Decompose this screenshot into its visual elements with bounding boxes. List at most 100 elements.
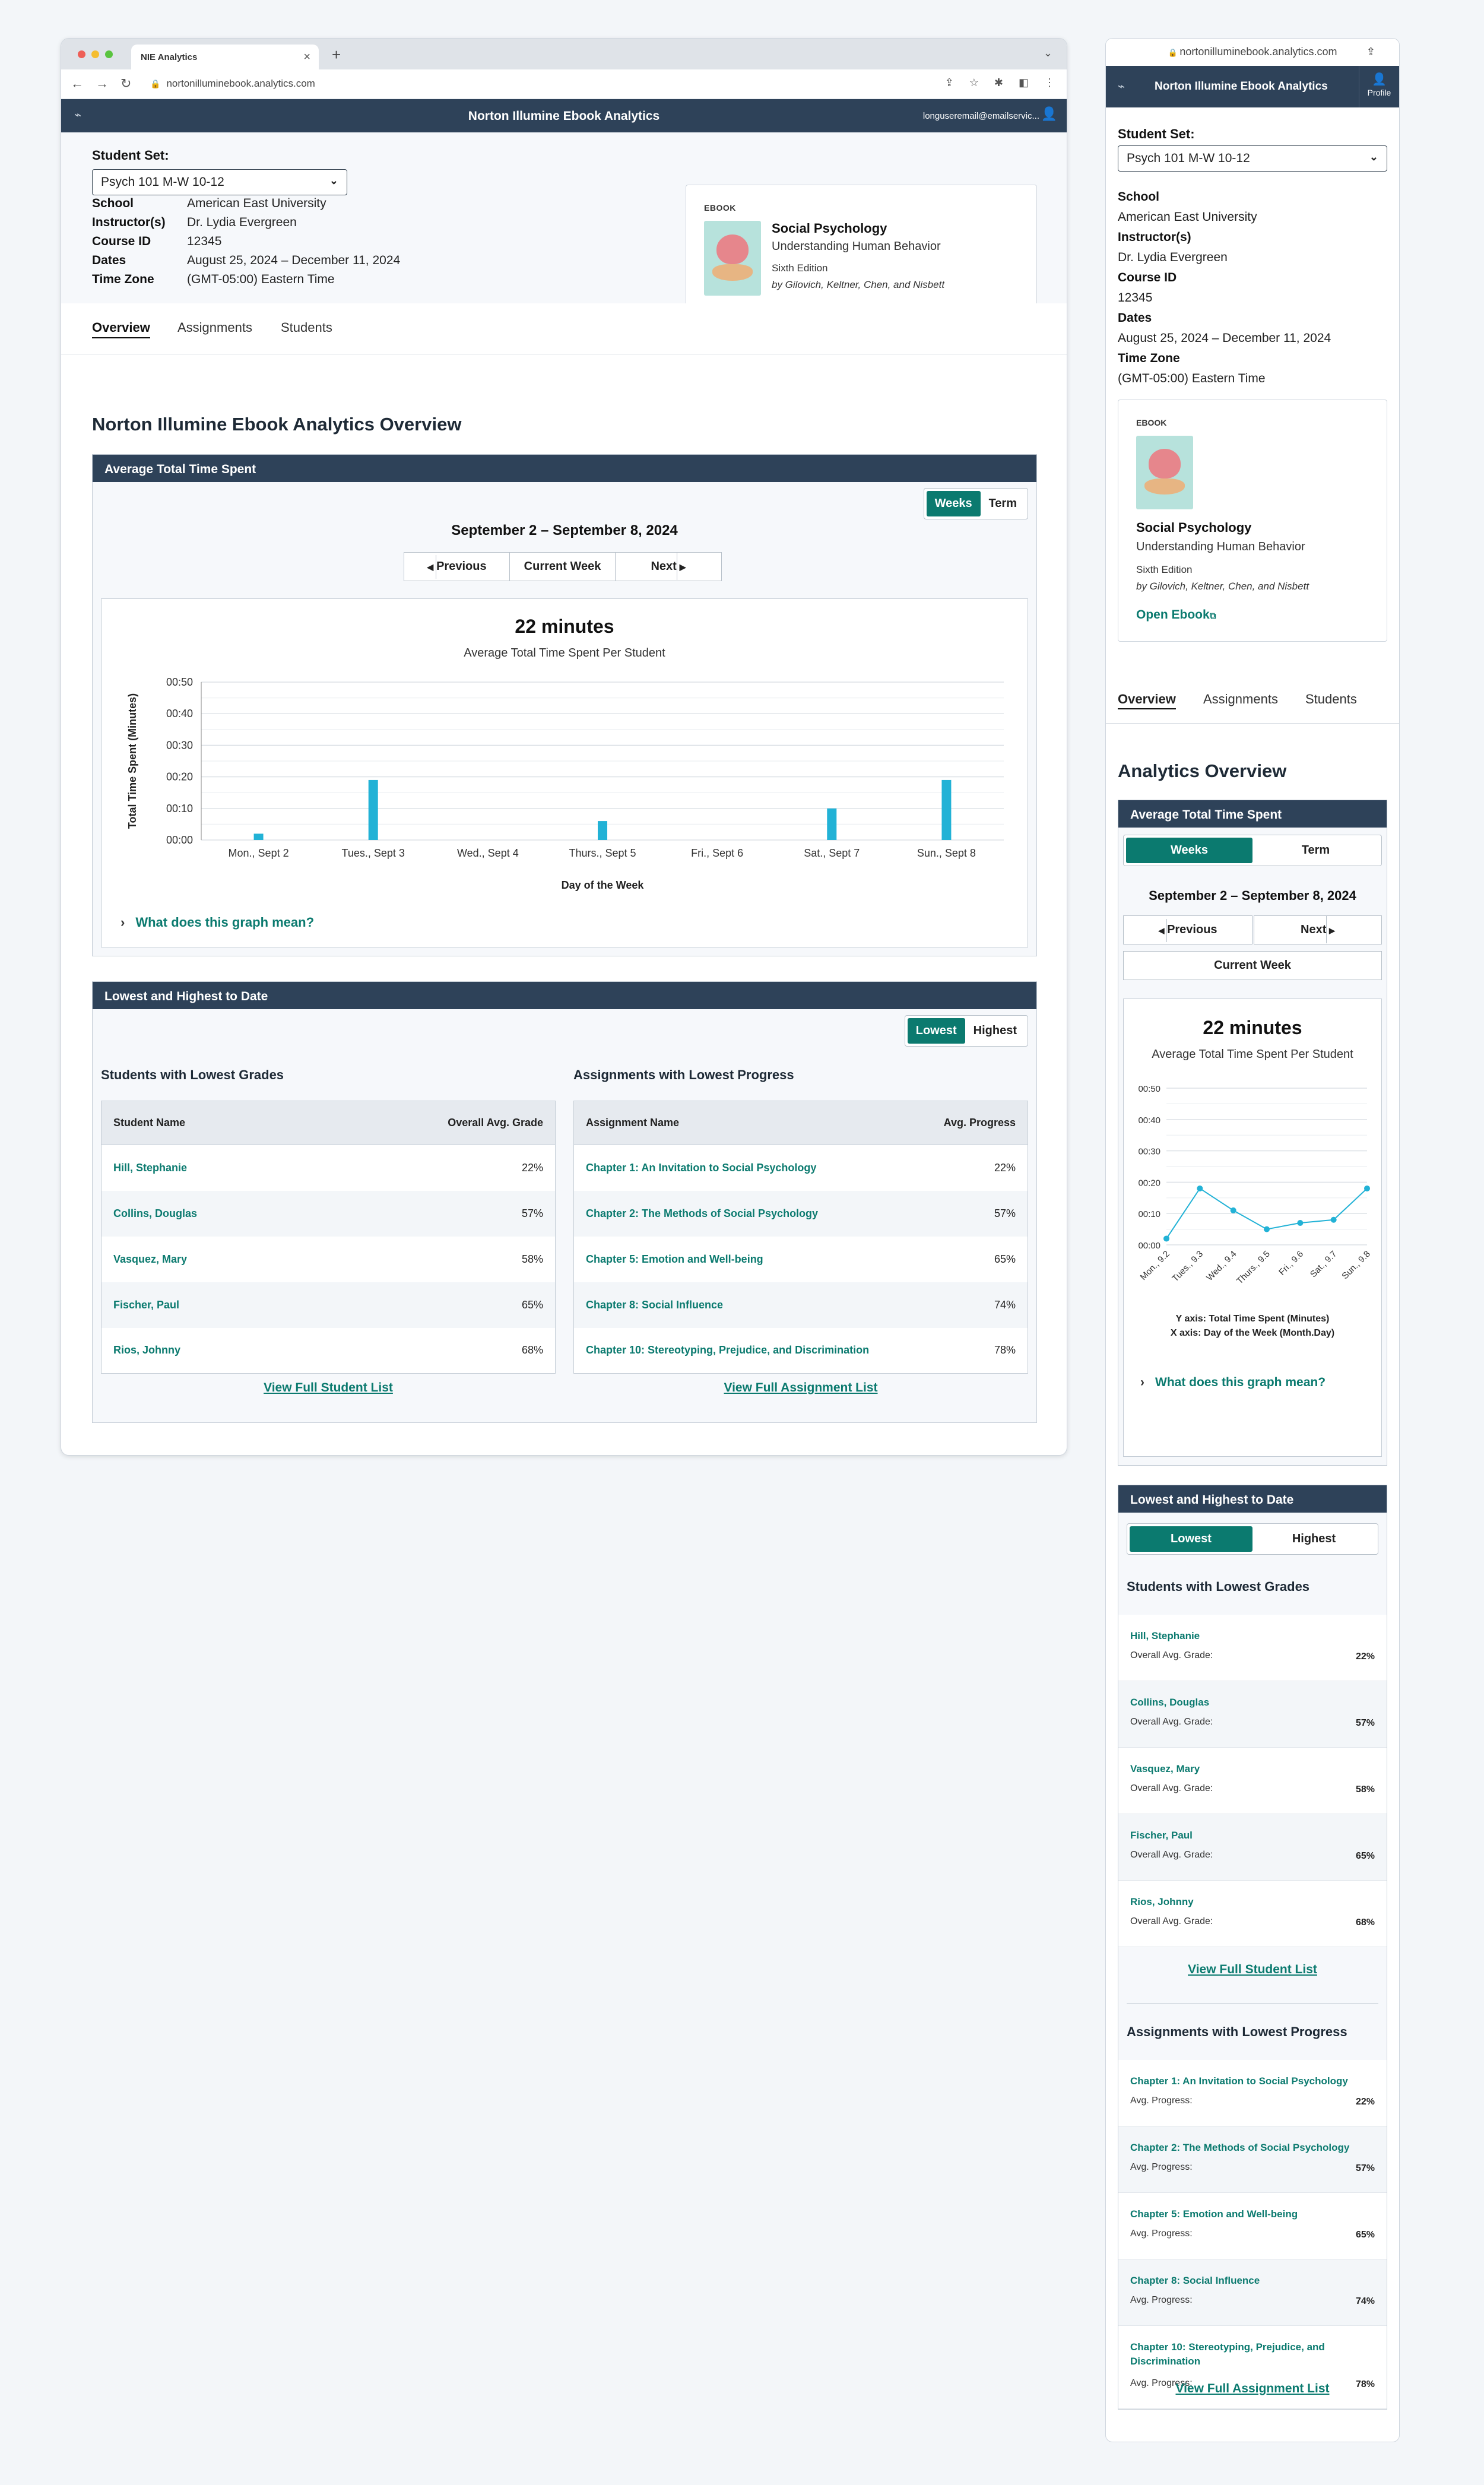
assignment-name-link[interactable]: Chapter 8: Social Influence (573, 1282, 920, 1328)
student-set-select[interactable]: Psych 101 M-W 10-12 ⌄ (1118, 145, 1387, 172)
mobile-student-card: Vasquez, Mary Overall Avg. Grade: 58% (1118, 1748, 1387, 1814)
ebook-edition: Sixth Edition (1136, 564, 1193, 575)
previous-label: Previous (1167, 923, 1217, 936)
window-controls[interactable] (78, 50, 113, 58)
next-button[interactable]: Next ▶ (616, 553, 721, 581)
bar (253, 833, 264, 840)
next-button[interactable]: Next ▶ (1254, 915, 1382, 944)
y-tick-label: 00:30 (1138, 1147, 1160, 1157)
term-toggle[interactable]: Term (988, 497, 1017, 510)
y-tick-label: 00:00 (166, 834, 193, 846)
dates-value: August 25, 2024 – December 11, 2024 (187, 253, 401, 267)
assignment-name-col[interactable]: Assignment Name (573, 1101, 920, 1145)
student-name-link[interactable]: Fischer, Paul (1130, 1830, 1193, 1841)
mobile-address-bar[interactable]: 🔒 nortonilluminebook.analytics.com ⇪ (1106, 39, 1399, 66)
lowest-toggle[interactable]: Lowest (1130, 1526, 1252, 1552)
tab-overview[interactable]: Overview (1118, 692, 1176, 709)
x-axis-note: X axis: Day of the Week (Month.Day) (1170, 1328, 1335, 1338)
data-point (1330, 1216, 1337, 1223)
tab-assignments[interactable]: Assignments (1203, 692, 1278, 706)
student-name-link[interactable]: Fischer, Paul (101, 1282, 317, 1328)
assignment-name-link[interactable]: Chapter 5: Emotion and Well-being (1130, 2208, 1298, 2220)
tab-students[interactable]: Students (1305, 692, 1357, 706)
browser-tab[interactable]: NIE Analytics × (131, 45, 319, 69)
forward-icon[interactable]: → (96, 76, 109, 91)
assignment-name-link[interactable]: Chapter 2: The Methods of Social Psychol… (1130, 2142, 1350, 2153)
tab-overview[interactable]: Overview (92, 320, 150, 338)
student-value: 58% (521, 1253, 543, 1265)
data-point (1364, 1185, 1370, 1191)
x-tick-label: Thurs., 9.5 (1235, 1249, 1272, 1286)
assignment-name-link[interactable]: Chapter 10: Stereotyping, Prejudice, and… (586, 1344, 870, 1356)
term-toggle[interactable]: Term (1301, 844, 1330, 857)
previous-label: Previous (436, 560, 487, 573)
tab-students[interactable]: Students (281, 320, 332, 335)
open-ebook-link[interactable]: Open Ebook⧉ (1136, 608, 1216, 622)
ebook-subtitle: Understanding Human Behavior (772, 240, 941, 253)
x-tick-label: Fri., Sept 6 (691, 847, 743, 859)
x-tick-label: Sat., 9.7 (1308, 1249, 1339, 1280)
extension-icon[interactable]: ✱ (994, 77, 1003, 88)
sidepanel-icon[interactable]: ◧ (1018, 77, 1029, 88)
previous-button[interactable]: ◀ Previous (404, 553, 510, 581)
mobile-course-details: School American East University Instructo… (1118, 187, 1391, 389)
mobile-assignments-list: Chapter 1: An Invitation to Social Psych… (1118, 2060, 1387, 2409)
current-week-button[interactable]: Current Week (510, 553, 616, 581)
assignment-name-link[interactable]: Chapter 2: The Methods of Social Psychol… (573, 1190, 920, 1237)
reload-icon[interactable]: ↻ (121, 76, 132, 91)
x-tick-label: Tues., 9.3 (1170, 1249, 1205, 1284)
weeks-toggle[interactable]: Weeks (926, 491, 981, 516)
student-name-link[interactable]: Rios, Johnny (1130, 1896, 1194, 1907)
current-week-button[interactable]: Current Week (1123, 951, 1382, 980)
student-name-link[interactable]: Collins, Douglas (101, 1190, 317, 1237)
assignment-name-link[interactable]: Chapter 10: Stereotyping, Prejudice, and… (1130, 2341, 1325, 2367)
new-tab-icon[interactable]: + (332, 46, 341, 64)
highest-toggle[interactable]: Highest (973, 1024, 1017, 1037)
profile-button[interactable]: 👤 Profile (1359, 66, 1399, 107)
student-name-link[interactable]: Collins, Douglas (1130, 1697, 1210, 1708)
url-text: nortonilluminebook.analytics.com (166, 78, 315, 89)
view-full-assignment-list-link[interactable]: View Full Assignment List (1175, 2382, 1330, 2395)
avg-grade-col[interactable]: Overall Avg. Grade (316, 1101, 556, 1145)
url-field[interactable]: 🔒 nortonilluminebook.analytics.com (150, 78, 315, 90)
close-icon[interactable]: × (303, 50, 310, 64)
view-full-student-list-link[interactable]: View Full Student List (264, 1381, 393, 1394)
mobile-assignment-card: Chapter 1: An Invitation to Social Psych… (1118, 2060, 1387, 2126)
user-icon[interactable]: 👤 (1041, 106, 1057, 121)
student-name-col[interactable]: Student Name (101, 1101, 317, 1145)
previous-button[interactable]: ◀ Previous (1123, 915, 1252, 944)
user-email[interactable]: longuseremail@emailservic... (922, 111, 1039, 121)
share-icon[interactable]: ⇪ (1366, 46, 1375, 58)
student-name-link[interactable]: Hill, Stephanie (1130, 1630, 1200, 1641)
external-link-icon: ⧉ (1209, 611, 1216, 621)
weeks-toggle[interactable]: Weeks (1126, 838, 1252, 863)
assignment-name-link[interactable]: Chapter 8: Social Influence (1130, 2275, 1260, 2286)
student-name-link[interactable]: Hill, Stephanie (113, 1161, 188, 1174)
highest-toggle[interactable]: Highest (1292, 1532, 1336, 1545)
data-point (1230, 1207, 1236, 1213)
school-label: School (1118, 190, 1160, 204)
share-icon[interactable]: ⇪ (944, 77, 954, 88)
view-full-student-list-link[interactable]: View Full Student List (1188, 1963, 1317, 1976)
what-does-graph-mean-toggle[interactable]: › What does this graph mean? (1140, 1375, 1326, 1390)
assignment-name-link[interactable]: Chapter 1: An Invitation to Social Psych… (586, 1161, 817, 1174)
chart-caption: Average Total Time Spent Per Student (464, 646, 665, 660)
chevron-down-icon[interactable]: ⌄ (1043, 47, 1052, 59)
lowest-toggle[interactable]: Lowest (907, 1018, 965, 1044)
student-name-link[interactable]: Vasquez, Mary (1130, 1763, 1200, 1774)
star-icon[interactable]: ☆ (969, 77, 979, 88)
data-point (1264, 1226, 1270, 1232)
assignment-name-link[interactable]: Chapter 1: An Invitation to Social Psych… (1130, 2075, 1348, 2087)
student-name-link[interactable]: Rios, Johnny (113, 1344, 181, 1356)
student-name-link[interactable]: Vasquez, Mary (113, 1253, 188, 1265)
student-set-select[interactable]: Psych 101 M-W 10-12 ⌄ (92, 169, 347, 195)
view-full-assignment-list-link[interactable]: View Full Assignment List (724, 1381, 878, 1394)
norton-logo-icon[interactable]: ⌁ (1118, 80, 1125, 93)
tab-assignments[interactable]: Assignments (177, 320, 252, 335)
back-icon[interactable]: ← (71, 76, 84, 91)
assignment-name-link[interactable]: Chapter 5: Emotion and Well-being (586, 1253, 763, 1265)
menu-icon[interactable]: ⋮ (1044, 77, 1055, 88)
norton-logo-icon[interactable]: ⌁ (74, 109, 82, 122)
avg-progress-col[interactable]: Avg. Progress (919, 1101, 1028, 1145)
what-does-graph-mean-toggle[interactable]: › What does this graph mean? (121, 915, 314, 930)
